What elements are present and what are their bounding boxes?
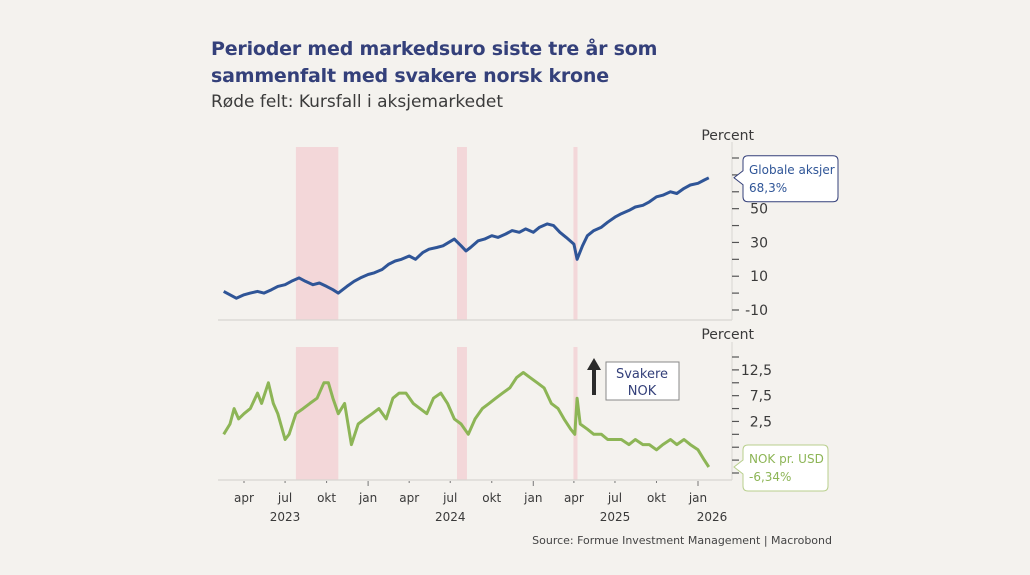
- y-axis-unit-label: Percent: [701, 128, 754, 144]
- nok-line: [222, 371, 711, 468]
- source-note: Source: Formue Investment Management | M…: [532, 534, 832, 547]
- y-tick-label: 30: [750, 235, 768, 251]
- x-tick-label: okt: [482, 491, 501, 505]
- x-tick-label: jul: [607, 491, 622, 505]
- x-year-label: 2024: [435, 510, 466, 524]
- x-tick-label: apr: [399, 491, 419, 505]
- shaded-period-2: [457, 347, 467, 480]
- chart-subtitle: Røde felt: Kursfall i aksjemarkedet: [211, 92, 504, 112]
- x-tick-label: jan: [523, 491, 542, 505]
- end-value-callout: [733, 444, 829, 492]
- y-tick-label: 10: [750, 269, 768, 285]
- y-tick-label: 12,5: [741, 363, 772, 379]
- shaded-period-3: [573, 147, 578, 320]
- x-tick-label: okt: [647, 491, 666, 505]
- x-year-label: 2023: [270, 510, 301, 524]
- y-tick-label: -10: [745, 303, 768, 319]
- chart-title-line2: sammenfalt med svakere norsk krone: [211, 65, 609, 87]
- x-tick-label: apr: [234, 491, 254, 505]
- callout-value-label: -6,34%: [749, 470, 791, 484]
- y-tick-label: 7,5: [750, 389, 772, 405]
- annotation-text-line1: Svakere: [616, 367, 668, 382]
- x-axis: apr jul okt jan apr jul okt jan apr jul okt jan 2023…: [218, 479, 732, 524]
- callout-series-label: NOK pr. USD: [749, 452, 824, 466]
- x-tick-label: apr: [564, 491, 584, 505]
- callout-series-label: Globale aksjer: [749, 163, 835, 177]
- x-tick-label: jan: [688, 491, 707, 505]
- end-value-callout: [733, 155, 839, 203]
- shaded-period-1: [295, 347, 339, 480]
- shaded-period-2: [457, 147, 467, 320]
- y-tick-label: 50: [750, 202, 768, 218]
- x-tick-label: jul: [442, 491, 457, 505]
- y-tick-label: 2,5: [750, 414, 772, 430]
- chart-title-line1: Perioder med markedsuro siste tre år som: [211, 38, 658, 60]
- up-arrow-head-icon: [587, 358, 601, 370]
- callout-value-label: 68,3%: [749, 181, 787, 195]
- shaded-period-1: [295, 147, 339, 320]
- y-axis-unit-label: Percent: [701, 327, 754, 343]
- x-year-label: 2026: [697, 510, 728, 524]
- chart-title: Perioder med markedsuro siste tre år som…: [211, 36, 657, 90]
- equities-line: [222, 176, 710, 300]
- x-tick-label: jan: [358, 491, 377, 505]
- annotation-box: [605, 361, 680, 401]
- nok-panel: 12,5 7,5 2,5 Percent NOK pr. USD -6,34% Svaker…: [222, 327, 829, 492]
- annotation-text-line2: NOK: [628, 384, 657, 399]
- x-tick-label: okt: [317, 491, 336, 505]
- x-tick-label: jul: [277, 491, 292, 505]
- x-year-label: 2025: [600, 510, 631, 524]
- equities-panel: -10 10 30 50 Percent Globale aksjer 68,3%: [218, 128, 839, 321]
